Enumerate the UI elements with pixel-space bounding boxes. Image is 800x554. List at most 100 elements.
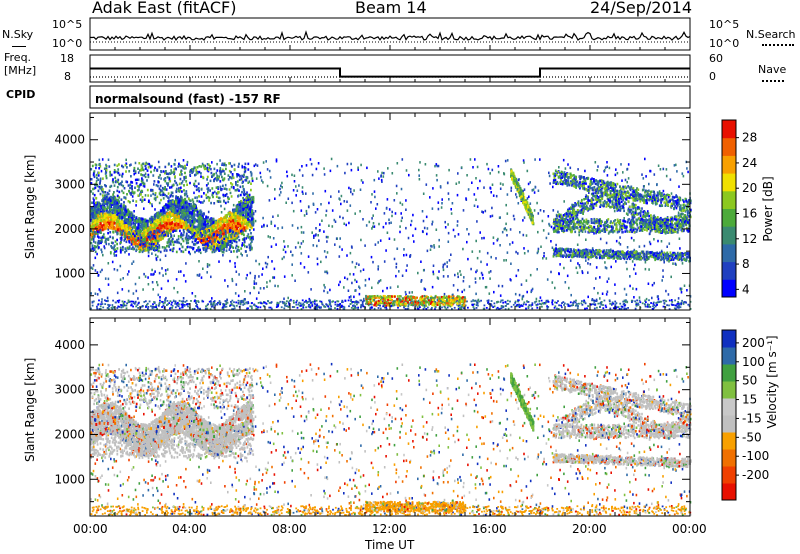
power-cell: [406, 308, 409, 310]
freq-tick-top: 18: [60, 52, 74, 65]
power-cell: [426, 232, 428, 236]
power-cell: [242, 175, 245, 178]
power-cell: [377, 304, 380, 306]
power-cell: [463, 276, 465, 279]
power-cell: [674, 262, 677, 265]
power-cell: [151, 224, 154, 228]
power-cell: [607, 232, 610, 235]
power-cell: [551, 303, 554, 306]
power-cell: [479, 277, 481, 280]
power-cell: [430, 308, 433, 310]
power-cell: [324, 189, 327, 193]
power-cell: [408, 291, 411, 294]
power-cell: [466, 174, 468, 177]
power-cell: [550, 240, 552, 243]
power-cell: [253, 282, 256, 285]
power-cell: [248, 180, 251, 183]
power-cell: [658, 301, 661, 303]
power-cell: [120, 229, 123, 233]
power-cell: [151, 252, 153, 255]
power-cell: [674, 304, 677, 307]
power-cell: [657, 239, 659, 243]
power-cell: [311, 303, 314, 306]
power-cell: [224, 306, 226, 308]
power-cell: [308, 297, 311, 301]
power-cell: [170, 165, 173, 168]
power-cell: [323, 230, 325, 233]
power-cell: [394, 300, 397, 303]
power-cell: [634, 263, 636, 267]
power-cell: [150, 305, 152, 308]
power-cell: [246, 273, 248, 277]
power-cell: [480, 271, 483, 275]
power-cell: [242, 304, 245, 306]
power-cell: [350, 306, 353, 309]
power-cell: [188, 215, 191, 219]
power-cell: [372, 225, 374, 228]
power-cell: [234, 262, 236, 265]
power-cell: [370, 303, 373, 306]
power-cell: [371, 227, 373, 230]
power-cell: [371, 286, 373, 289]
power-cell: [99, 209, 102, 212]
power-cell: [604, 304, 607, 307]
power-cell: [360, 163, 362, 167]
power-cell: [115, 206, 118, 210]
power-cell: [535, 297, 538, 301]
power-cell: [475, 198, 477, 201]
power-cell: [412, 304, 414, 307]
power-cell: [625, 293, 628, 296]
power-cell: [213, 301, 215, 304]
power-cell: [147, 307, 149, 310]
power-cell: [170, 212, 173, 216]
power-cell: [385, 249, 387, 252]
power-cell: [266, 184, 269, 188]
power-cell: [604, 266, 607, 269]
power-cell: [226, 226, 229, 230]
power-cell: [587, 305, 589, 307]
power-cell: [323, 283, 325, 287]
power-cell: [405, 253, 408, 257]
power-cell: [444, 226, 447, 229]
power-cell: [500, 299, 503, 302]
power-cell: [500, 307, 503, 309]
nsky-legend-line: [12, 46, 26, 47]
power-cell: [154, 270, 156, 273]
power-cell: [653, 173, 656, 176]
power-cell: [229, 304, 232, 307]
power-cell: [373, 225, 376, 228]
power-cell: [505, 222, 507, 226]
power-cell: [307, 255, 310, 258]
power-cell: [269, 279, 271, 283]
power-cell: [424, 288, 427, 291]
power-cell: [567, 303, 570, 306]
power-cell: [346, 254, 348, 257]
power-cell: [436, 164, 438, 168]
power-cell: [116, 291, 119, 295]
power-cell: [522, 294, 525, 298]
power-cell: [253, 228, 255, 231]
power-cell: [307, 300, 310, 303]
power-cell: [587, 295, 589, 299]
power-cell: [680, 287, 683, 291]
power-cell: [487, 301, 490, 303]
power-cell: [677, 301, 679, 303]
power-cell: [159, 226, 162, 230]
power-cell: [202, 219, 205, 223]
power-cell: [451, 202, 454, 205]
power-cell: [317, 234, 319, 237]
power-cell: [198, 260, 200, 263]
power-cell: [479, 231, 481, 234]
power-cell: [677, 306, 680, 309]
power-cell: [167, 224, 170, 228]
power-cell: [212, 220, 215, 224]
power-cell: [501, 306, 504, 309]
power-cell: [482, 211, 484, 214]
power-cell: [191, 308, 194, 310]
power-cell: [526, 169, 529, 173]
power-cell: [534, 185, 537, 189]
power-cell: [121, 300, 124, 303]
power-cell: [94, 292, 97, 295]
power-cell: [214, 190, 216, 194]
power-cell: [395, 262, 398, 266]
